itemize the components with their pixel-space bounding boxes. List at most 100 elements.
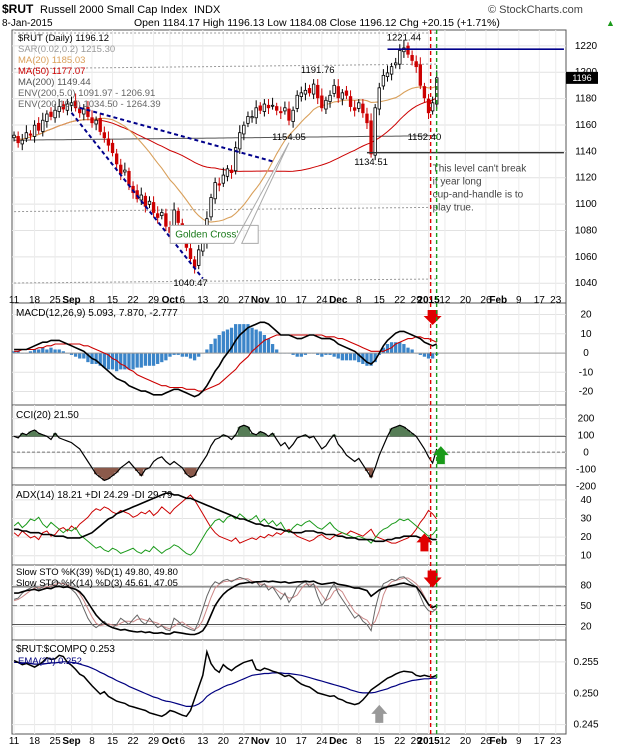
macd-histogram-bar [151, 353, 156, 366]
price-x-tick-label: 15 [374, 295, 386, 306]
candle-body [164, 213, 168, 227]
price-x-tick-label: Feb [489, 295, 507, 306]
adx-up-arrow-icon [416, 533, 433, 552]
macd-histogram-bar [385, 344, 390, 354]
macd-histogram-bar [410, 349, 414, 354]
candle-body [114, 153, 119, 165]
macd-histogram-bar [353, 353, 357, 361]
macd-histogram-bar [422, 353, 427, 357]
candle-body [328, 94, 332, 102]
price-x-tick-label: 15 [107, 295, 119, 306]
candle-body [398, 50, 402, 65]
bottom-x-tick-label: 17 [296, 736, 308, 747]
candle-body [20, 139, 24, 145]
candle-body [344, 90, 349, 96]
macd-histogram-bar [69, 353, 74, 355]
panel-0-y-tick-label: 1220 [575, 41, 598, 52]
bottom-x-tick-label: 13 [197, 736, 209, 747]
macd-histogram-bar [32, 349, 37, 354]
macd-histogram-bar [246, 324, 250, 354]
macd-histogram-bar [225, 329, 230, 354]
sto14-d-line [13, 577, 437, 631]
bottom-x-tick-label: 6 [180, 736, 186, 747]
macd-histogram-bar [357, 353, 361, 363]
candle-body [151, 202, 156, 213]
ratio-line [13, 648, 437, 718]
macd-histogram-bar [221, 331, 225, 354]
candle-body [73, 100, 78, 109]
candle-body [238, 132, 242, 150]
candle-body [352, 107, 357, 111]
candle-body [123, 169, 127, 173]
sto14-k-line [13, 576, 438, 633]
candle-body [311, 83, 316, 95]
macd-histogram-bar [209, 344, 213, 354]
panel-5-y-tick-label: 0.245 [573, 720, 598, 731]
macd-histogram-bar [110, 353, 115, 370]
macd-histogram-bar [131, 353, 135, 370]
candle-body [418, 64, 422, 86]
bottom-x-tick-label: 15 [374, 736, 386, 747]
macd-histogram-bar [369, 353, 373, 366]
macd-histogram-bar [16, 351, 20, 354]
macd-histogram-bar [160, 353, 164, 363]
candle-body [69, 102, 74, 106]
macd-histogram-bar [28, 351, 33, 354]
candle-body [295, 94, 299, 109]
candle-body [41, 119, 45, 132]
macd-histogram-bar [258, 331, 262, 354]
bottom-x-tick-label: 22 [394, 736, 406, 747]
candle-body [94, 119, 98, 125]
candle-body [250, 116, 254, 119]
macd-histogram-bar [373, 353, 377, 363]
candle-body [410, 55, 414, 61]
price-x-tick-label: 22 [127, 295, 139, 306]
golden-cross-callout: Golden Cross' [175, 229, 238, 240]
macd-histogram-bar [37, 349, 41, 354]
macd-histogram-bar [143, 353, 148, 366]
candle-body [283, 107, 287, 112]
panel-1-y-tick-label: -10 [579, 367, 594, 378]
price-legend-entry: ENV(200,10.0) 1034.50 - 1264.39 [18, 99, 161, 110]
candle-body [279, 111, 283, 114]
candle-body [143, 195, 148, 207]
candle-body [365, 113, 369, 124]
macd-histogram-bar [123, 353, 127, 370]
candle-body [369, 120, 373, 155]
macd-histogram-bar [332, 353, 336, 357]
candle-body [90, 117, 94, 124]
candle-body [246, 116, 250, 124]
callout-box [169, 142, 290, 244]
panel-0-y-tick-label: 1060 [575, 252, 598, 263]
candle-body [98, 117, 102, 132]
panel-0-y-tick-label: 1120 [575, 173, 597, 184]
panel-3-y-tick-label: 20 [580, 532, 592, 543]
candle-body [266, 104, 271, 109]
bottom-x-tick-label: 8 [356, 736, 362, 747]
price-x-tick-label: 12 [439, 295, 451, 306]
macd-histogram-bar [398, 342, 402, 354]
cci-label: CCI(20) 21.50 [16, 410, 79, 421]
macd-histogram-bar [41, 347, 45, 354]
candle-body [377, 87, 381, 110]
bottom-x-tick-label: 18 [29, 736, 41, 747]
chart-name: Russell 2000 Small Cap Index [40, 4, 188, 16]
candle-body [32, 124, 37, 137]
ma200-line [14, 135, 437, 141]
macd-histogram-bar [394, 342, 398, 354]
macd-histogram-bar [213, 338, 217, 354]
sto14-label: Slow STO %K(14) %D(3) 45.61, 47.05 [16, 578, 178, 589]
panel-3-y-tick-label: 10 [580, 551, 592, 562]
macd-histogram-bar [168, 353, 172, 357]
candle-body [110, 142, 115, 154]
macd-histogram-bar [94, 353, 98, 364]
candle-body [348, 96, 353, 107]
candle-body [381, 74, 386, 87]
macd-histogram-bar [254, 329, 258, 354]
price-x-tick-label: 29 [148, 295, 160, 306]
ratio-ema-label: EMA(20) 0.252 [18, 656, 82, 667]
adx-line [14, 492, 437, 543]
bottom-x-tick-label: Nov [251, 736, 270, 747]
panel-3-y-tick-label: 40 [580, 495, 592, 506]
candle-body [61, 104, 65, 110]
